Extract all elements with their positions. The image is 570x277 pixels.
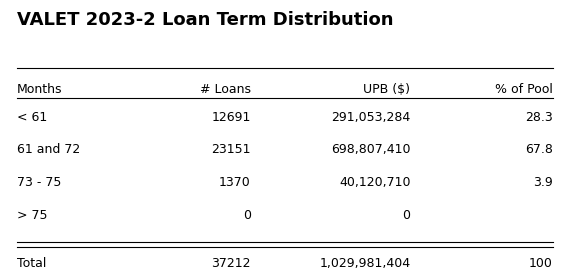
- Text: < 61: < 61: [17, 111, 47, 124]
- Text: 28.3: 28.3: [525, 111, 553, 124]
- Text: > 75: > 75: [17, 209, 48, 222]
- Text: VALET 2023-2 Loan Term Distribution: VALET 2023-2 Loan Term Distribution: [17, 11, 394, 29]
- Text: Months: Months: [17, 83, 63, 96]
- Text: % of Pool: % of Pool: [495, 83, 553, 96]
- Text: 0: 0: [402, 209, 410, 222]
- Text: 67.8: 67.8: [525, 143, 553, 157]
- Text: Total: Total: [17, 257, 47, 270]
- Text: 73 - 75: 73 - 75: [17, 176, 62, 189]
- Text: 61 and 72: 61 and 72: [17, 143, 80, 157]
- Text: 291,053,284: 291,053,284: [331, 111, 410, 124]
- Text: 0: 0: [243, 209, 251, 222]
- Text: 12691: 12691: [211, 111, 251, 124]
- Text: 1370: 1370: [219, 176, 251, 189]
- Text: 37212: 37212: [211, 257, 251, 270]
- Text: 698,807,410: 698,807,410: [331, 143, 410, 157]
- Text: 3.9: 3.9: [533, 176, 553, 189]
- Text: 1,029,981,404: 1,029,981,404: [319, 257, 410, 270]
- Text: UPB ($): UPB ($): [364, 83, 410, 96]
- Text: 100: 100: [529, 257, 553, 270]
- Text: 40,120,710: 40,120,710: [339, 176, 410, 189]
- Text: 23151: 23151: [211, 143, 251, 157]
- Text: # Loans: # Loans: [200, 83, 251, 96]
